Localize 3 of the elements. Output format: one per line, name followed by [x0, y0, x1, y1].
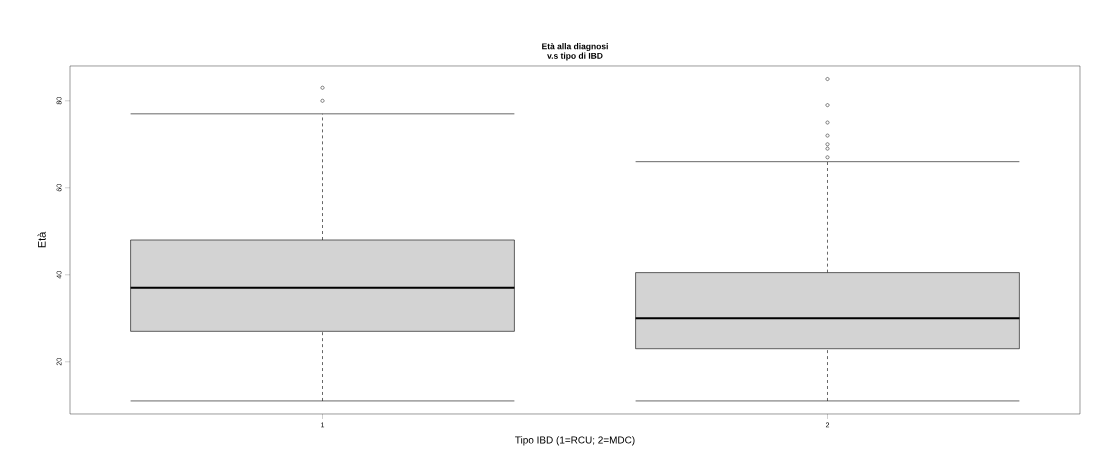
chart-title: Età alla diagnosi v.s tipo di IBD: [542, 43, 608, 61]
x-axis-title: Tipo IBD (1=RCU; 2=MDC): [515, 436, 635, 446]
y-axis-title: Età: [37, 231, 46, 248]
